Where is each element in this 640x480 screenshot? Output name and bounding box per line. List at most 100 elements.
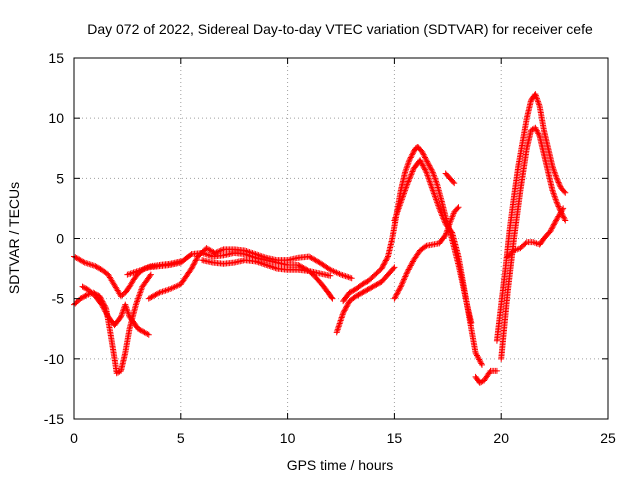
data-point [522, 240, 529, 247]
data-point [439, 213, 446, 220]
data-point [451, 180, 458, 187]
data-point [272, 265, 279, 272]
series-track-15 [498, 124, 569, 362]
data-point [380, 261, 387, 268]
data-point [135, 325, 142, 332]
data-point [80, 284, 87, 291]
x-tick-label: 5 [177, 430, 185, 446]
data-point [422, 243, 429, 250]
data-point [554, 176, 561, 183]
x-tick-label: 25 [600, 430, 616, 446]
data-point [103, 311, 110, 318]
data-point [440, 216, 447, 223]
data-point [266, 263, 273, 270]
data-point [562, 217, 569, 224]
data-point [419, 162, 426, 169]
axis-ticks: 0 5 10 15 20 25 -15 -10 -5 0 5 10 15 [44, 50, 616, 446]
data-point [549, 224, 556, 231]
data-point [550, 221, 557, 228]
data-point [407, 263, 414, 270]
series-track-12 [442, 170, 458, 187]
data-point [436, 206, 443, 213]
data-point [258, 260, 265, 267]
data-point [350, 287, 357, 294]
data-point [98, 301, 105, 308]
data-point [425, 161, 432, 168]
data-point [476, 357, 483, 364]
data-point [419, 161, 426, 168]
data-point [407, 155, 414, 162]
data-point [418, 159, 425, 166]
data-point [394, 288, 401, 295]
data-point [436, 205, 443, 212]
data-point [376, 280, 383, 287]
data-point [547, 228, 554, 235]
y-tick-label: 10 [48, 110, 64, 126]
data-point [87, 261, 94, 268]
data-point [379, 264, 386, 271]
data-point [86, 261, 93, 268]
data-point [427, 163, 433, 170]
data-point [100, 304, 107, 311]
data-point [448, 228, 455, 235]
data-point [360, 288, 367, 295]
data-point [405, 177, 412, 184]
data-point [80, 258, 87, 265]
data-point [427, 165, 434, 172]
data-point [329, 295, 336, 302]
data-point [473, 351, 480, 358]
data-point [550, 222, 557, 229]
data-point [257, 259, 264, 266]
data-point [188, 265, 195, 272]
data-point [81, 293, 88, 300]
data-point [361, 279, 368, 286]
x-tick-label: 20 [493, 430, 509, 446]
data-point [428, 166, 435, 173]
data-point [397, 284, 404, 291]
data-point [408, 261, 415, 268]
data-point [397, 283, 404, 290]
data-point [191, 260, 198, 267]
data-point [473, 352, 480, 359]
y-axis-label: SDTVAR / TECUs [6, 182, 22, 294]
data-point [355, 291, 362, 298]
data-point [382, 257, 389, 264]
data-point [409, 168, 416, 175]
data-point [402, 272, 409, 279]
data-point [370, 283, 377, 290]
data-point [261, 261, 268, 268]
data-point [270, 264, 277, 271]
data-point [475, 355, 482, 362]
data-point [162, 287, 169, 294]
series-track-13 [472, 367, 500, 386]
data-point [241, 247, 248, 254]
data-point [468, 319, 475, 326]
data-point [359, 281, 366, 288]
data-point [406, 265, 413, 272]
data-point [404, 179, 411, 186]
data-point [125, 271, 132, 278]
data-point [474, 353, 481, 360]
data-point [217, 247, 224, 254]
data-point [404, 269, 411, 276]
data-point [260, 260, 267, 267]
data-point [340, 308, 347, 315]
data-point [533, 127, 540, 134]
data-point [454, 205, 461, 212]
data-point [408, 169, 415, 176]
data-point [417, 158, 424, 165]
data-point [478, 360, 485, 367]
data-point [437, 208, 444, 215]
data-point [532, 124, 539, 131]
data-point [346, 289, 353, 296]
series-track-8 [340, 144, 421, 305]
data-point [472, 349, 479, 356]
data-point [552, 218, 559, 225]
y-tick-label: 0 [56, 231, 64, 247]
data-point [533, 126, 540, 133]
data-point [555, 179, 562, 186]
data-point [187, 252, 194, 259]
data-point [101, 307, 108, 314]
data-point [189, 262, 196, 269]
